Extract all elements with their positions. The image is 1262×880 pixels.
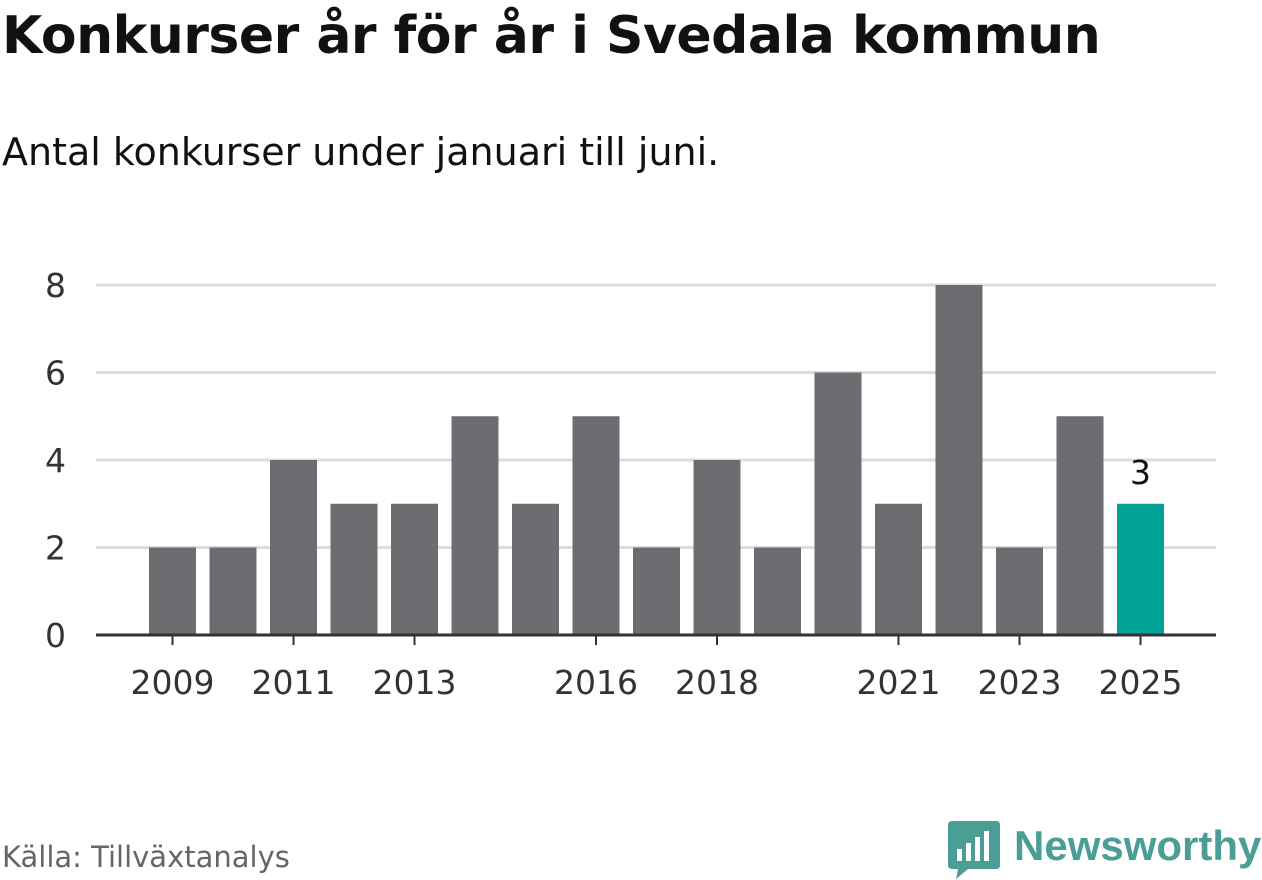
x-tick-label: 2023 [978, 663, 1062, 702]
bar-2020 [814, 372, 862, 635]
y-tick-label: 8 [45, 266, 66, 305]
y-tick-label: 4 [45, 441, 66, 480]
x-tick-label: 2016 [554, 663, 638, 702]
x-tick-label: 2013 [373, 663, 457, 702]
x-tick-label: 2021 [857, 663, 941, 702]
bar-2015 [512, 503, 559, 635]
x-tick-label: 2025 [1099, 663, 1183, 702]
y-tick-label: 0 [45, 616, 66, 655]
bar-2013 [391, 503, 438, 635]
bar-chart: 0 2 4 6 8 3 2009 2011 2013 2016 2018 2021 2023 2025 [45, 266, 1216, 702]
bar-chart-badge-icon [948, 821, 1000, 879]
chart-subtitle: Antal konkurser under januari till juni. [2, 130, 720, 174]
bar-2014 [451, 416, 499, 635]
x-tick-label: 2011 [252, 663, 336, 702]
bar-2025 [1117, 503, 1164, 635]
bar-2011 [270, 460, 317, 635]
brand-name: Newsworthy [1014, 822, 1262, 869]
bar-2010 [209, 547, 257, 635]
bar-2019 [754, 547, 801, 635]
y-tick-label: 6 [45, 354, 66, 393]
source-note: Källa: Tillväxtanalys [2, 840, 290, 874]
data-label: 3 [1130, 453, 1151, 492]
bar-2009 [149, 547, 196, 635]
brand-logo: Newsworthy [948, 820, 1261, 880]
bar-2023 [996, 547, 1043, 635]
chart-title: Konkurser år för år i Svedala kommun [2, 6, 1101, 66]
bar-2017 [633, 547, 680, 635]
x-tick-label: 2009 [131, 663, 215, 702]
bar-2024 [1056, 416, 1104, 635]
x-tick-label: 2018 [675, 663, 759, 702]
bar-2018 [693, 460, 741, 635]
bar-2022 [935, 285, 983, 635]
bar-2012 [330, 503, 378, 635]
bar-2016 [572, 416, 620, 635]
y-tick-label: 2 [45, 529, 66, 568]
bar-2021 [875, 503, 922, 635]
